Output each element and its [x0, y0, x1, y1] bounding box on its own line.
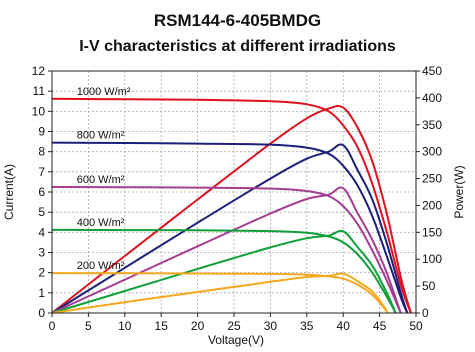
y2-tick-label: 200	[422, 198, 442, 212]
y-tick-label: 4	[38, 225, 45, 239]
power-curve-series-1	[51, 143, 409, 314]
chart-subtitle: I-V characteristics at different irradia…	[79, 38, 396, 55]
series-curves	[51, 97, 412, 314]
y2-tick-label: 50	[422, 279, 436, 293]
y2-axis-ticks: 0 50 100 150 200 250 300 350 400 450	[416, 64, 442, 320]
x-tick-label: 40	[337, 319, 351, 333]
y-tick-label: 7	[38, 165, 45, 179]
y-tick-label: 3	[38, 246, 45, 260]
x-tick-label: 15	[155, 319, 169, 333]
x-axis-label: Voltage(V)	[208, 333, 264, 347]
power-curve-series-2	[51, 186, 402, 314]
y-axis-label: Current(A)	[2, 164, 16, 220]
y2-tick-label: 250	[422, 172, 442, 186]
series-label-1: 800 W/m²	[77, 130, 125, 142]
y-tick-label: 5	[38, 205, 45, 219]
x-tick-label: 45	[373, 319, 387, 333]
y-tick-label: 6	[38, 185, 45, 199]
chart-title: RSM144-6-405BMDG	[154, 11, 321, 30]
x-tick-label: 25	[227, 319, 241, 333]
y-tick-label: 8	[38, 145, 45, 159]
x-tick-label: 35	[300, 319, 314, 333]
series-label-0: 1000 W/m²	[77, 86, 131, 98]
series-labels: 1000 W/m² 800 W/m² 600 W/m² 400 W/m² 200 W/m…	[77, 86, 131, 272]
y-tick-label: 0	[38, 306, 45, 320]
x-tick-label: 50	[409, 319, 423, 333]
y2-tick-label: 100	[422, 252, 442, 266]
series-label-2: 600 W/m²	[77, 174, 125, 186]
y2-tick-label: 300	[422, 145, 442, 159]
y-tick-label: 10	[32, 104, 46, 118]
y2-tick-label: 450	[422, 64, 442, 78]
power-curve-series-0	[51, 105, 412, 314]
x-tick-label: 0	[49, 319, 56, 333]
series-label-4: 200 W/m²	[77, 260, 125, 272]
y-tick-label: 11	[33, 84, 46, 98]
x-tick-label: 5	[85, 319, 92, 333]
power-curve-series-3	[51, 229, 397, 314]
y-tick-label: 2	[38, 266, 45, 280]
series-label-3: 400 W/m²	[77, 217, 125, 229]
x-axis-ticks: 0 5 10 15 20 25 30 35 40 45 50	[49, 313, 423, 333]
y2-tick-label: 150	[422, 225, 442, 239]
y2-tick-label: 350	[422, 118, 442, 132]
y2-tick-label: 400	[422, 91, 442, 105]
iv-curve-series-1	[51, 141, 409, 314]
y-tick-label: 9	[38, 125, 45, 139]
iv-curve-series-0	[51, 97, 412, 314]
y2-tick-label: 0	[422, 306, 429, 320]
power-curve-series-4	[51, 272, 389, 314]
y-tick-label: 12	[32, 64, 46, 78]
x-tick-label: 10	[118, 319, 132, 333]
y2-axis-label: Power(W)	[452, 165, 466, 218]
x-tick-label: 30	[264, 319, 278, 333]
x-tick-label: 20	[191, 319, 205, 333]
y-tick-label: 1	[38, 286, 45, 300]
